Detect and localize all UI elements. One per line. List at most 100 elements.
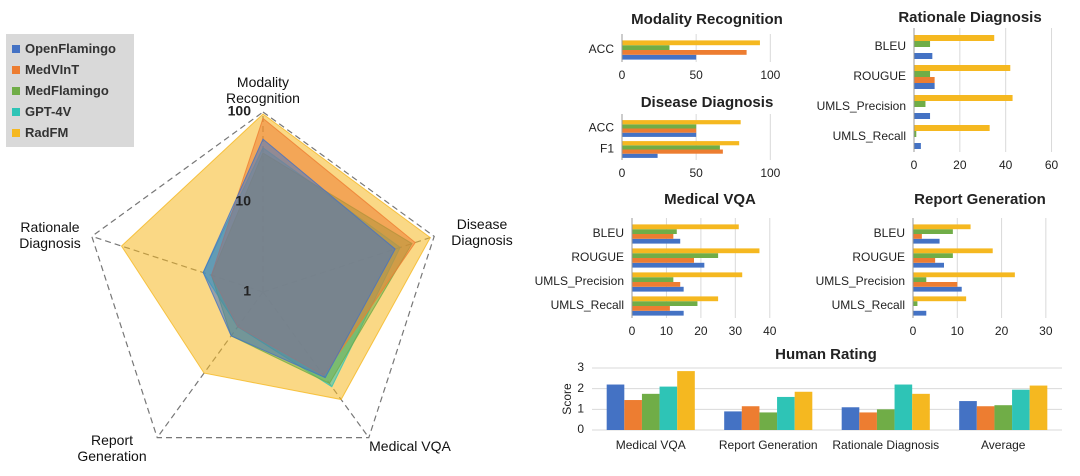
bar <box>632 286 684 292</box>
bar <box>632 248 760 254</box>
bar <box>624 400 642 430</box>
bar <box>659 386 678 430</box>
y-tick-label: 2 <box>577 381 584 395</box>
legend-swatch <box>12 44 20 53</box>
bar <box>606 384 625 430</box>
chart-title: Report Generation <box>914 191 1046 208</box>
y-tick-label: 1 <box>577 402 584 416</box>
bar <box>914 77 935 83</box>
bar <box>913 258 936 263</box>
bar <box>622 124 697 129</box>
y-tick-label: ACC <box>589 121 615 135</box>
y-tick-label: BLEU <box>874 226 905 240</box>
bar <box>1012 389 1030 430</box>
bar <box>914 113 931 119</box>
legend-item: RadFM <box>12 122 128 143</box>
bar <box>913 253 953 258</box>
y-tick-label: 3 <box>577 360 584 374</box>
axis-label: Report Generation <box>77 432 147 464</box>
x-tick-label: Average <box>981 438 1026 452</box>
x-tick-label: 60 <box>1045 158 1059 172</box>
bar <box>914 65 1011 71</box>
bar <box>1029 385 1048 430</box>
bar <box>632 224 739 230</box>
x-tick-label: 40 <box>763 324 777 338</box>
legend-item: MedVInT <box>12 59 128 80</box>
x-tick-label: 30 <box>729 324 743 338</box>
bar <box>741 406 760 430</box>
bar <box>913 282 958 287</box>
bar <box>913 234 922 239</box>
axis-label: Rationale Diagnosis <box>19 219 81 251</box>
bar <box>976 406 995 430</box>
y-tick-label: UMLS_Recall <box>551 298 624 312</box>
legend-swatch <box>12 65 20 74</box>
bar <box>632 258 694 263</box>
bar <box>724 411 742 430</box>
bar <box>622 145 720 150</box>
radar-frame <box>91 111 435 439</box>
bar <box>841 407 860 430</box>
bar <box>914 83 935 89</box>
x-tick-label: 20 <box>995 324 1009 338</box>
y-tick-label: BLEU <box>875 39 906 53</box>
x-tick-label: 20 <box>694 324 708 338</box>
bar <box>622 141 740 146</box>
y-tick-label: BLEU <box>593 226 624 240</box>
radar-tick-label: 10 <box>235 193 251 209</box>
bar <box>632 306 670 311</box>
bar <box>914 41 931 47</box>
chart-title: Disease Diagnosis <box>641 94 774 111</box>
bar <box>914 95 1013 101</box>
bar <box>914 143 921 149</box>
bar <box>632 262 705 268</box>
x-tick-label: Rationale Diagnosis <box>832 438 939 452</box>
bar <box>632 234 674 239</box>
bar <box>914 125 990 131</box>
legend-label: MedVInT <box>25 62 80 77</box>
x-tick-label: 0 <box>619 68 626 82</box>
y-tick-label: ROUGUE <box>852 250 905 264</box>
bar <box>632 238 681 244</box>
bar <box>622 128 697 133</box>
y-tick-label: F1 <box>600 142 614 156</box>
legend-label: MedFlamingo <box>25 83 109 98</box>
y-tick-label: UMLS_Precision <box>535 274 624 288</box>
x-tick-label: Medical VQA <box>616 438 686 452</box>
legend-swatch <box>12 86 20 95</box>
y-tick-label: UMLS_Precision <box>816 274 905 288</box>
chart-title: Rationale Diagnosis <box>898 9 1041 26</box>
bar <box>913 248 993 254</box>
x-tick-label: 20 <box>953 158 967 172</box>
bar <box>913 310 927 316</box>
bar <box>894 384 913 430</box>
y-tick-label: UMLS_Precision <box>817 99 906 113</box>
bar <box>959 401 977 430</box>
y-axis-label: Score <box>560 383 574 415</box>
x-tick-label: Report Generation <box>719 438 818 452</box>
legend-swatch <box>12 128 20 137</box>
bar <box>632 253 719 258</box>
bar <box>622 120 741 125</box>
axis-label: Modality Recognition <box>226 74 300 106</box>
bar <box>641 393 660 430</box>
y-tick-label: UMLS_Recall <box>832 298 905 312</box>
bar <box>622 45 670 50</box>
bar <box>622 54 697 60</box>
radar-area <box>202 138 396 379</box>
bar <box>677 371 695 430</box>
x-tick-label: 50 <box>689 166 703 180</box>
bar <box>914 71 931 77</box>
bar <box>914 35 995 41</box>
bar <box>914 131 917 137</box>
bar <box>913 301 918 306</box>
bar <box>913 296 967 302</box>
radar-tick-label: 1 <box>243 283 251 299</box>
legend-item: MedFlamingo <box>12 80 128 101</box>
bar <box>632 301 698 306</box>
bar <box>913 286 962 292</box>
x-tick-label: 0 <box>910 324 917 338</box>
chart-title: Human Rating <box>775 346 877 363</box>
x-tick-label: 30 <box>1039 324 1053 338</box>
